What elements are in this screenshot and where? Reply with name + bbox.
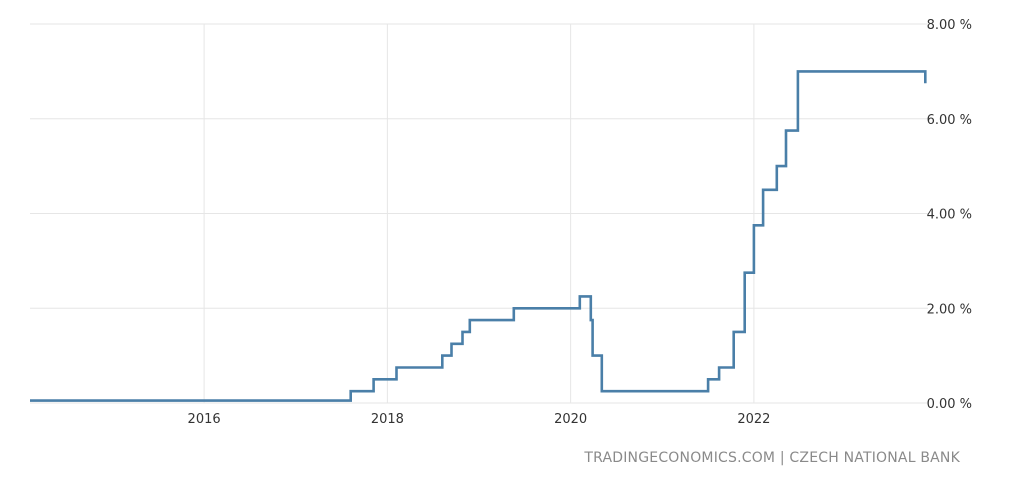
x-tick-label: 2022 [737, 412, 770, 427]
y-tick-label: 4.00 % [927, 208, 972, 223]
y-tick-label: 6.00 % [927, 113, 972, 128]
x-tick-label: 2016 [188, 412, 221, 427]
y-tick-label: 0.00 % [927, 397, 972, 412]
x-tick-label: 2020 [554, 412, 587, 427]
grid [30, 23, 928, 404]
y-tick-label: 2.00 % [927, 302, 972, 317]
series-line [30, 70, 927, 402]
series-layer [30, 70, 927, 402]
x-axis-ticks: 2016 2018 2020 2022 [188, 412, 771, 427]
y-tick-label: 8.00 % [927, 18, 972, 33]
y-axis-ticks: 0.00 % 2.00 % 4.00 % 6.00 % 8.00 % [927, 18, 972, 412]
x-tick-label: 2018 [371, 412, 404, 427]
source-label: TRADINGECONOMICS.COM | CZECH NATIONAL BA… [583, 450, 960, 466]
